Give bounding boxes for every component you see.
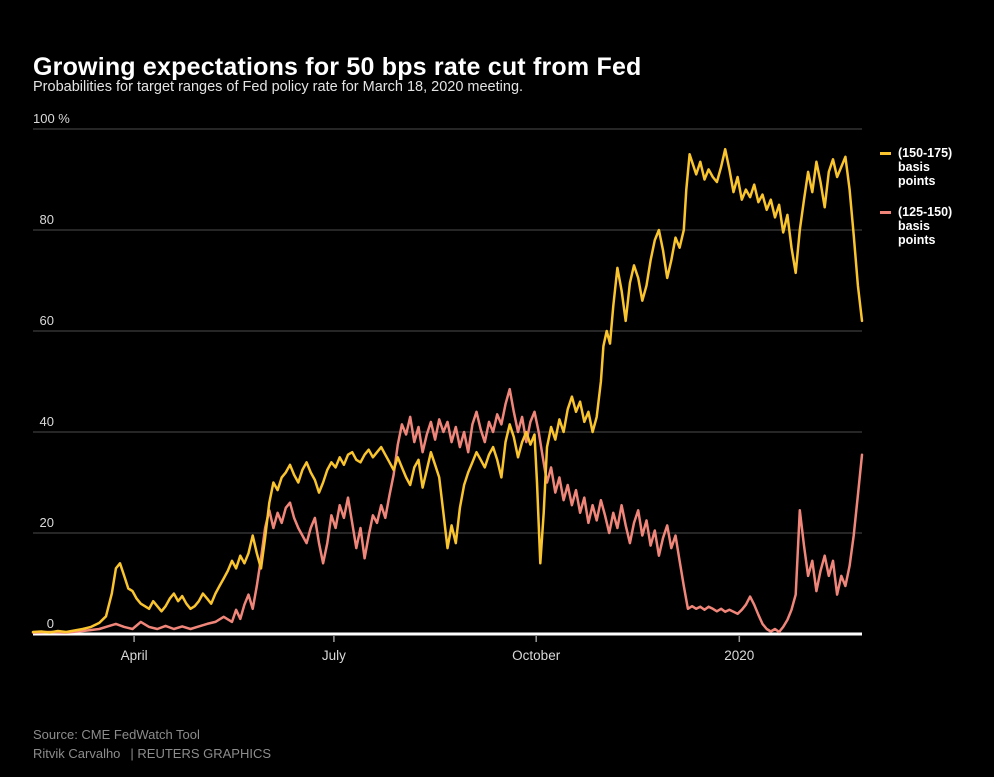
- series-line: [31, 147, 864, 634]
- chart-legend: (150-175) basis points (125-150) basis p…: [880, 146, 990, 264]
- y-tick-label: 20: [40, 515, 54, 530]
- byline-row: Ritvik Carvalho | REUTERS GRAPHICS: [33, 744, 271, 763]
- x-tick-label: April: [121, 648, 148, 663]
- y-tick-label: 80: [40, 212, 54, 227]
- legend-swatch-icon: [880, 211, 891, 214]
- x-tick-label: July: [322, 648, 346, 663]
- y-tick-label: 60: [40, 313, 54, 328]
- x-tick-label: 2020: [724, 648, 754, 663]
- source-line: Source: CME FedWatch Tool: [33, 727, 200, 742]
- y-tick-label: 100 %: [33, 111, 70, 126]
- legend-swatch-icon: [880, 152, 891, 155]
- legend-item-125-150: (125-150) basis points: [880, 205, 990, 247]
- y-tick-label: 40: [40, 414, 54, 429]
- legend-label: (150-175) basis points: [898, 146, 953, 188]
- chart-subtitle: Probabilities for target ranges of Fed p…: [33, 79, 524, 95]
- x-tick-label: October: [512, 648, 561, 663]
- credit: | REUTERS GRAPHICS: [130, 746, 272, 761]
- legend-label: (125-150) basis points: [898, 205, 953, 247]
- series-line: [31, 387, 864, 634]
- legend-item-150-175: (150-175) basis points: [880, 146, 990, 188]
- byline: Ritvik Carvalho: [33, 746, 121, 761]
- y-tick-label: 0: [47, 616, 54, 631]
- chart-footer: Source: CME FedWatch Tool Ritvik Carvalh…: [33, 725, 271, 763]
- chart-title: Growing expectations for 50 bps rate cut…: [33, 52, 642, 81]
